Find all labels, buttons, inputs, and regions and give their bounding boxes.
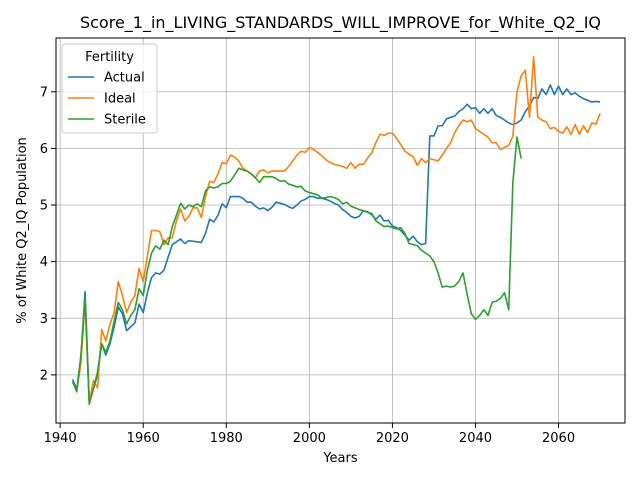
- legend-title: Fertility: [85, 50, 134, 65]
- legend-item-sterile: Sterile: [68, 113, 146, 128]
- grid-lines: [56, 38, 625, 423]
- legend: Fertility Actual Ideal Sterile: [61, 43, 158, 134]
- x-tick-label: 2000: [293, 431, 326, 446]
- legend-item-ideal: Ideal: [68, 92, 136, 107]
- y-tick-label: 4: [40, 255, 48, 270]
- legend-item-actual: Actual: [68, 71, 145, 86]
- chart-title: Score_1_in_LIVING_STANDARDS_WILL_IMPROVE…: [80, 13, 601, 33]
- plot-frame: [55, 37, 626, 424]
- x-tick-label: 1960: [127, 431, 160, 446]
- y-tick-label: 7: [40, 85, 48, 100]
- series-line-ideal: [71, 55, 601, 403]
- legend-box: [61, 43, 158, 134]
- legend-items: Actual Ideal Sterile: [68, 71, 146, 128]
- series-line-sterile: [71, 136, 522, 406]
- y-axis-ticks: 2 3 4 5 6 7: [40, 85, 56, 383]
- y-axis-title: % of White Q2_IQ Population: [15, 137, 30, 324]
- y-tick-label: 2: [40, 368, 48, 383]
- x-tick-label: 2020: [376, 431, 409, 446]
- legend-label: Sterile: [104, 113, 146, 128]
- y-tick-label: 5: [40, 199, 48, 214]
- x-tick-label: 1940: [44, 431, 77, 446]
- x-axis-title: Years: [322, 451, 358, 466]
- series-layer: [71, 55, 601, 406]
- x-tick-label: 2060: [542, 431, 575, 446]
- legend-label: Ideal: [104, 92, 136, 107]
- legend-label: Actual: [104, 71, 145, 86]
- y-tick-label: 6: [40, 142, 48, 157]
- x-tick-label: 2040: [459, 431, 492, 446]
- x-tick-label: 1980: [210, 431, 243, 446]
- y-tick-label: 3: [40, 312, 48, 327]
- x-axis-ticks: 1940 1960 1980 2000 2020 2040 2060: [44, 423, 575, 446]
- series-line-actual: [71, 84, 601, 402]
